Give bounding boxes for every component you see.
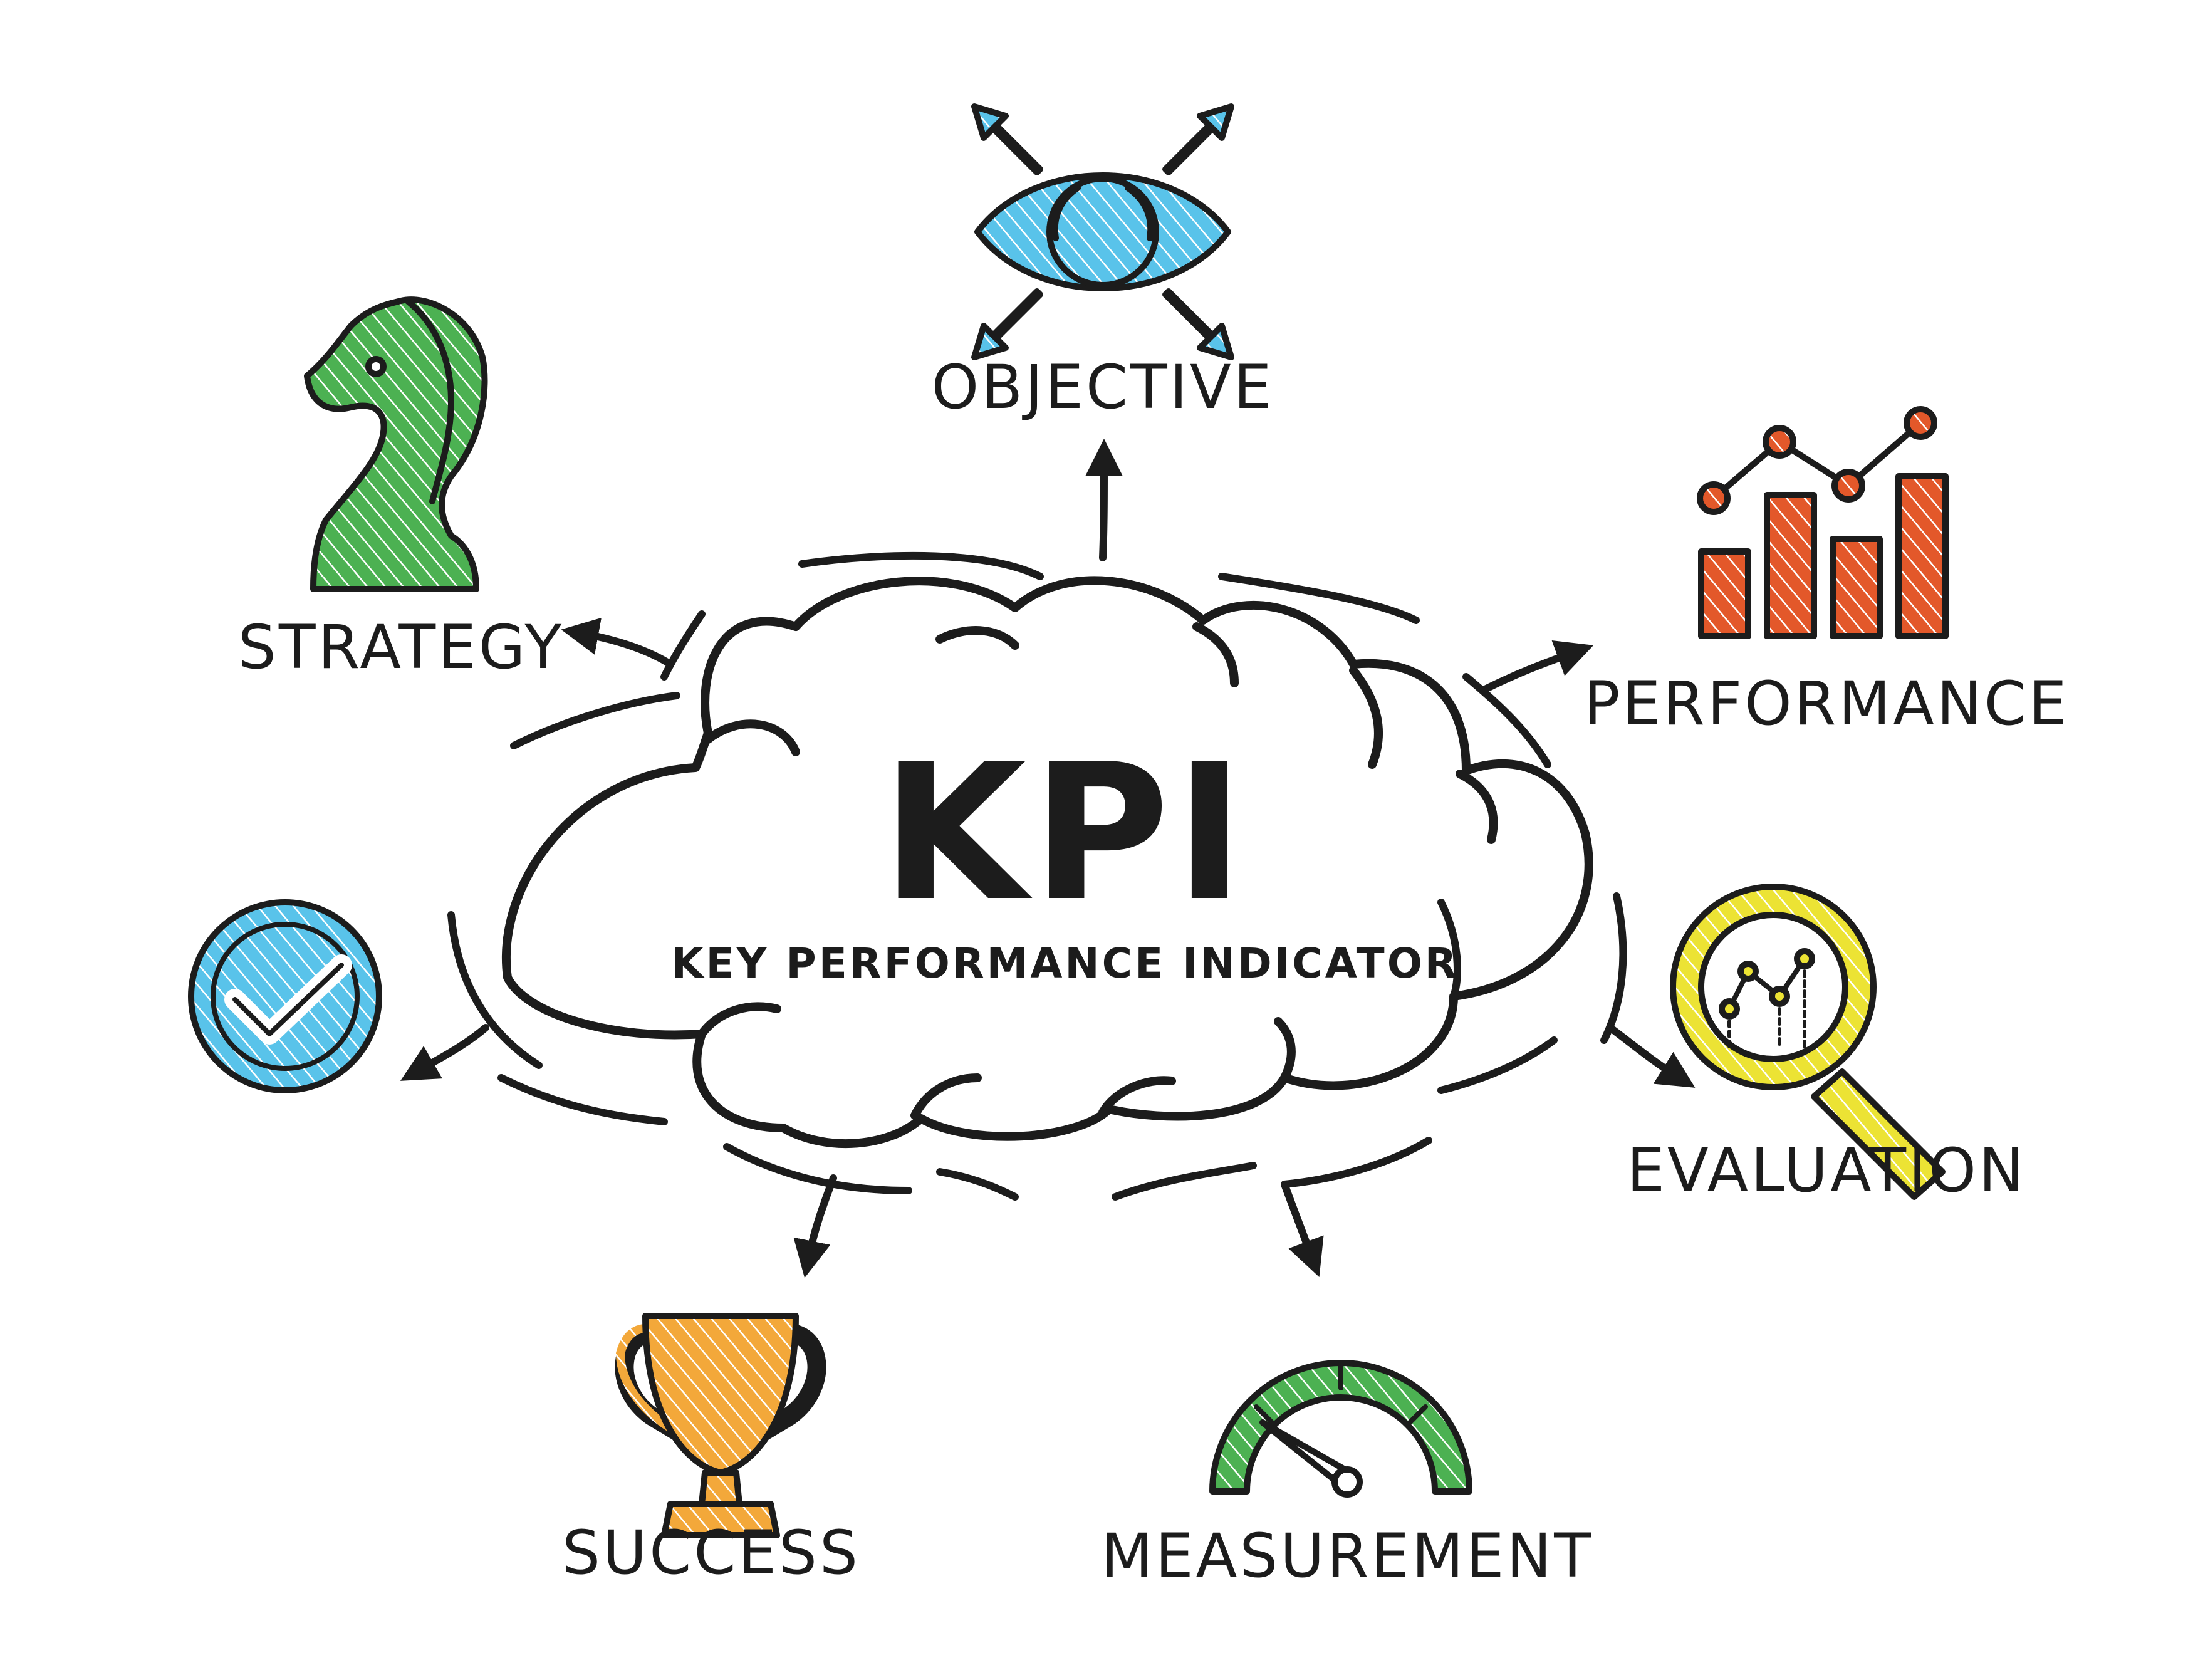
arrow-to-performance (1481, 640, 1594, 693)
node-label-strategy: STRATEGY (237, 612, 565, 682)
arrow-to-success (793, 1174, 837, 1278)
arrow-to-objective (1085, 439, 1123, 561)
arrow-to-check (400, 1024, 489, 1081)
arrow-to-strategy (561, 617, 674, 668)
node-label-objective: OBJECTIVE (931, 352, 1274, 422)
magnifier-chart-icon (1670, 884, 1946, 1200)
connector-arrows (400, 439, 1696, 1278)
kpi-subtitle: KEY PERFORMANCE INDICATOR (671, 939, 1459, 988)
cloud-swooshes (447, 551, 1627, 1201)
checkmark-badge-icon (188, 899, 382, 1093)
kpi-title: KPI (881, 724, 1249, 942)
node-label-measurement: MEASUREMENT (1101, 1521, 1593, 1591)
bar-chart-icon (1697, 406, 1949, 639)
chess-knight-icon (304, 296, 488, 592)
cloud-shape (502, 576, 1593, 1149)
gauge-icon (1209, 1360, 1472, 1498)
eye-arrows-icon (971, 103, 1234, 360)
node-label-performance: PERFORMANCE (1583, 669, 2070, 739)
trophy-icon (615, 1313, 826, 1538)
arrow-to-measurement (1281, 1181, 1324, 1278)
arrow-to-evaluation (1607, 1024, 1696, 1088)
node-label-evaluation: EVALUATION (1627, 1135, 2026, 1206)
node-label-success: SUCCESS (562, 1518, 860, 1588)
